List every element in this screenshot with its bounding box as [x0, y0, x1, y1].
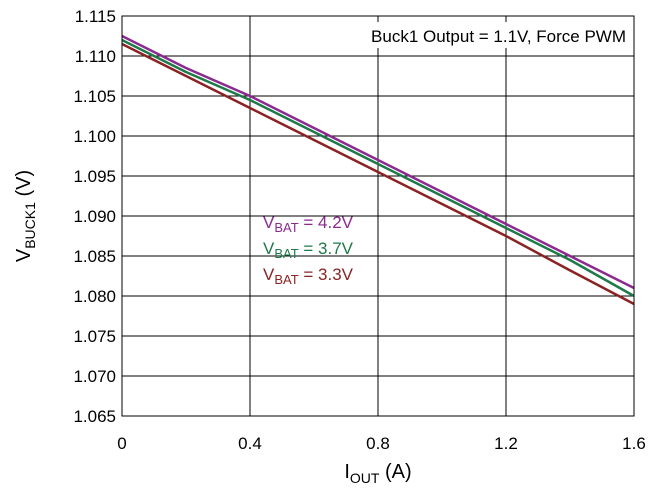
annotation: Buck1 Output = 1.1V, Force PWM	[300, 22, 630, 48]
annotation-background	[300, 22, 630, 48]
series-line-1	[121, 38, 635, 298]
y-axis-label-rest: (V)	[13, 170, 35, 202]
y-axis-label-sub: BUCK1	[22, 202, 38, 249]
y-tick-label: 1.105	[73, 87, 116, 106]
legend-main: V	[263, 239, 275, 258]
legend-entry-2: VBAT = 3.3V	[263, 265, 354, 287]
legend-sub: BAT	[274, 220, 298, 235]
y-tick-label: 1.095	[73, 167, 116, 186]
y-tick-label: 1.080	[73, 287, 116, 306]
plot-frame	[121, 15, 635, 417]
x-tick-label: 0	[117, 434, 126, 453]
series-lines	[121, 34, 635, 306]
annotation-text: Buck1 Output = 1.1V, Force PWM	[371, 27, 626, 46]
legend-main: V	[263, 213, 275, 232]
legend-entry-1: VBAT = 3.7V	[263, 239, 354, 261]
y-tick-label: 1.115	[75, 7, 116, 26]
y-tick-label: 1.090	[73, 207, 116, 226]
legend-rest: = 3.7V	[299, 239, 354, 258]
x-axis-label-sub: OUT	[350, 470, 380, 486]
legend-main: V	[263, 265, 275, 284]
series-line-0	[121, 34, 635, 290]
legend-sub: BAT	[274, 246, 298, 261]
y-tick-label: 1.110	[75, 47, 116, 66]
series-line-2	[121, 42, 635, 306]
legend-entry-0: VBAT = 4.2V	[263, 213, 354, 235]
x-tick-label: 1.6	[622, 434, 646, 453]
legend-rest: = 3.3V	[299, 265, 354, 284]
grid-lines	[121, 15, 635, 417]
x-tick-label: 1.2	[494, 434, 518, 453]
x-axis-label-rest: (A)	[379, 461, 411, 483]
x-axis-label-main: I	[344, 461, 350, 483]
tick-labels: 1.065 1.070 1.075 1.080 1.085 1.090 1.095 1.100…	[73, 7, 645, 453]
y-axis-label: VBUCK1 (V)	[13, 170, 38, 262]
y-tick-label: 1.085	[73, 247, 116, 266]
y-axis-label-main: V	[13, 248, 35, 262]
x-axis-label: IOUT (A)	[344, 461, 411, 486]
y-tick-label: 1.100	[73, 127, 116, 146]
y-tick-label: 1.065	[73, 407, 116, 426]
x-tick-label: 0.8	[366, 434, 390, 453]
y-tick-label: 1.070	[73, 367, 116, 386]
legend-sub: BAT	[274, 272, 298, 287]
y-tick-label: 1.075	[73, 327, 116, 346]
legend-rest: = 4.2V	[299, 213, 354, 232]
x-tick-label: 0.4	[238, 434, 262, 453]
